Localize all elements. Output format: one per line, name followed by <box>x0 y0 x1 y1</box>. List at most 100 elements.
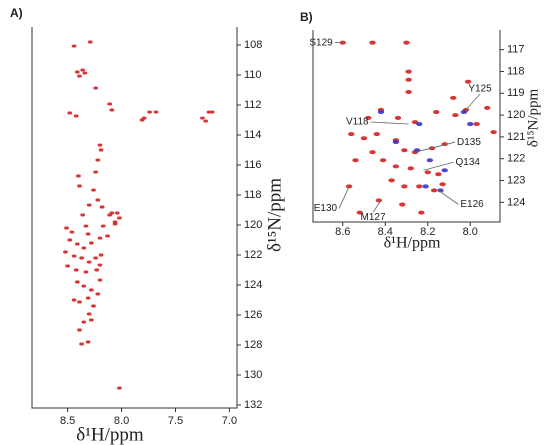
peak <box>77 74 82 78</box>
peak <box>392 140 400 145</box>
peak <box>365 115 372 120</box>
x-tick-label: 8.0 <box>463 226 478 238</box>
peak <box>85 340 91 344</box>
peak <box>107 102 113 106</box>
peak <box>369 40 376 45</box>
peak <box>416 184 423 189</box>
peak <box>94 268 100 272</box>
peak <box>433 110 440 115</box>
peak <box>401 148 408 153</box>
y-tick-label: 123 <box>507 174 525 186</box>
y-tick-label: 122 <box>507 153 525 165</box>
peak <box>67 238 73 242</box>
peak <box>405 89 412 94</box>
plot-frame <box>312 30 501 223</box>
peak <box>79 342 85 346</box>
y-tick-label: 124 <box>244 279 262 291</box>
y-tick-label: 128 <box>244 339 262 351</box>
peak <box>86 312 92 316</box>
peak <box>399 202 406 207</box>
peak <box>203 119 209 123</box>
peak <box>64 226 69 230</box>
peak <box>81 320 87 324</box>
peak-label: S129 <box>309 37 333 48</box>
peak <box>435 172 442 177</box>
y-tick-label: 108 <box>244 39 262 51</box>
peak <box>73 268 79 272</box>
peak <box>91 304 96 308</box>
peak <box>407 166 414 171</box>
y-tick-label: 120 <box>507 109 525 121</box>
peak <box>75 174 81 178</box>
peak-label: M127 <box>360 212 385 223</box>
peak <box>375 198 383 203</box>
x-axis-title: δ¹H/ppm <box>384 235 441 252</box>
peak-label: V118 <box>346 117 369 128</box>
peak <box>401 184 408 189</box>
y-tick-label: 119 <box>507 87 525 99</box>
peak <box>109 108 115 112</box>
peak <box>360 136 368 141</box>
peak <box>86 260 92 264</box>
peak <box>153 110 159 114</box>
peak <box>67 111 73 115</box>
peak <box>80 213 86 217</box>
y-tick-label: 114 <box>244 129 262 141</box>
peak <box>405 69 412 74</box>
peak <box>88 241 94 245</box>
peak <box>97 236 103 240</box>
peak <box>147 110 153 114</box>
peak <box>377 110 385 115</box>
peak <box>98 148 104 152</box>
peak-label: E130 <box>314 203 338 214</box>
peak <box>71 298 77 302</box>
peak-label: E126 <box>460 199 484 210</box>
leader-line <box>438 190 459 205</box>
peak <box>81 284 87 288</box>
y-tick-label: 122 <box>244 249 262 261</box>
peak <box>112 222 118 226</box>
peak <box>74 70 80 74</box>
peak <box>439 182 446 187</box>
peak <box>473 122 480 127</box>
y-tick-label: 110 <box>244 69 262 81</box>
peak <box>80 68 86 72</box>
peak <box>88 318 94 322</box>
peak <box>418 210 425 215</box>
y-tick-label: 130 <box>244 369 262 381</box>
peak <box>85 232 91 236</box>
x-tick-label: 7.0 <box>222 415 237 427</box>
peak <box>114 211 120 215</box>
peak <box>460 110 468 115</box>
peak <box>105 234 110 238</box>
plot-frame <box>31 27 238 409</box>
y-tick-label: 118 <box>507 65 525 77</box>
peak <box>83 270 89 274</box>
peak <box>83 224 89 228</box>
peak <box>424 170 431 175</box>
peak <box>71 254 77 258</box>
x-tick-label: 8.2 <box>420 226 435 238</box>
peak <box>116 216 122 220</box>
peak <box>81 246 87 250</box>
panel-label: A) <box>10 6 23 20</box>
peak <box>369 150 376 155</box>
peak <box>450 95 457 100</box>
peak <box>74 242 80 246</box>
leader-line <box>414 141 456 153</box>
peak <box>93 86 99 90</box>
peak <box>209 110 215 114</box>
peak <box>98 253 104 257</box>
peak <box>379 158 387 163</box>
peak <box>74 280 80 284</box>
leader-line <box>372 200 382 213</box>
peak <box>63 250 68 254</box>
peak <box>437 188 444 193</box>
peak <box>95 158 101 162</box>
peak <box>65 264 71 268</box>
y-tick-label: 126 <box>244 309 262 321</box>
y-tick-label: 132 <box>244 399 262 411</box>
peak <box>490 130 497 135</box>
peak <box>422 184 429 189</box>
